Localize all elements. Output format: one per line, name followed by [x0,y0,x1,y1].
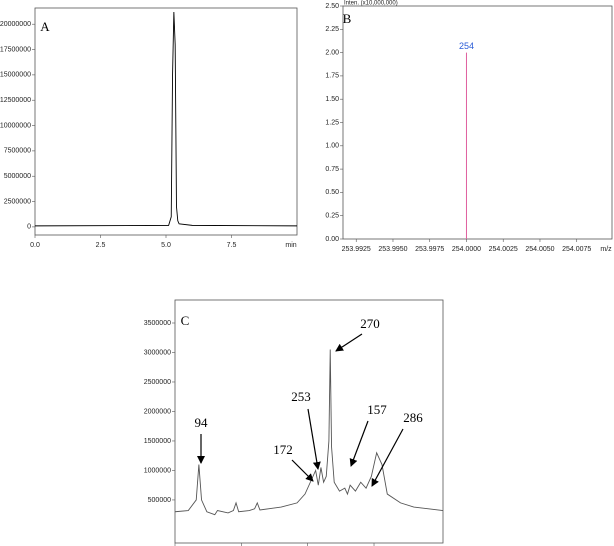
x-axis-label: min [285,242,296,249]
trace-line [34,12,298,227]
annotation-arrow [335,333,363,352]
y-tick-label: 2.00 [325,49,339,56]
annotation: 172 [273,442,293,457]
annotation: A [40,19,50,34]
y-tick-label: 2500000 [4,198,31,205]
x-tick-label: 2.5 [96,242,106,249]
annotation: 286 [403,410,423,425]
y-tick-label: 0.50 [325,189,339,196]
y-tick-label: 1.25 [325,119,339,126]
y-tick-label: 2.50 [325,3,339,10]
peak-bar [465,52,467,239]
y-tick-label: 3000000 [144,349,171,356]
y-tick-label: 2.25 [325,26,339,33]
x-tick-label: 253.9950 [378,246,407,253]
y-tick-label: 0.00 [325,236,339,243]
x-tick-label: 253.9975 [415,246,444,253]
annotation-arrow [307,408,321,470]
annotation: 253 [291,389,311,404]
plot-frame [34,7,298,236]
x-tick-label: 254.0025 [489,246,518,253]
x-tick-label: 253.9925 [342,246,371,253]
annotation-arrow [349,420,369,467]
y-tick-label: 2000000 [144,408,171,415]
y-tick-label: 1500000 [144,438,171,445]
annotation-arrow [371,428,404,487]
annotation: 157 [367,402,387,417]
y-tick-label: 17500000 [0,46,31,53]
annotation: 270 [360,316,380,331]
y-tick-label: 0.25 [325,213,339,220]
x-tick-label: 254.0050 [525,246,554,253]
trace-line [174,349,444,516]
annotation: 94 [195,415,209,430]
x-tick-label: 5.0 [161,242,171,249]
x-tick-label: 254.0075 [562,246,591,253]
y-tick-label: 1.50 [325,96,339,103]
y-tick-label: 10000000 [0,122,31,129]
x-axis-label: m/z [600,246,612,253]
y-tick-label: 2500000 [144,379,171,386]
x-tick-label: 254.0000 [452,246,481,253]
y-tick-label: 12500000 [0,97,31,104]
y-tick-label: 7500000 [4,148,31,155]
y-tick-label: 5000000 [4,173,31,180]
plot-frame [342,5,613,240]
plot-frame [174,299,444,544]
y-tick-label: 1.00 [325,143,339,150]
annotation: B [343,11,352,26]
annotation: C [181,313,190,328]
x-tick-label: 7.5 [227,242,237,249]
y-tick-label: 0 [27,224,31,231]
y-axis-label: Inten. (x10,000,000) [344,1,398,7]
x-tick-label: 0.0 [30,242,40,249]
y-tick-label: 500000 [148,497,171,504]
annotation-arrow [291,459,314,482]
y-tick-label: 1000000 [144,467,171,474]
peak-label: 254 [459,41,474,51]
y-tick-label: 0.75 [325,166,339,173]
y-tick-label: 1.75 [325,73,339,80]
y-tick-label: 3500000 [144,320,171,327]
y-tick-label: 15000000 [0,72,31,79]
y-tick-label: 20000000 [0,21,31,28]
